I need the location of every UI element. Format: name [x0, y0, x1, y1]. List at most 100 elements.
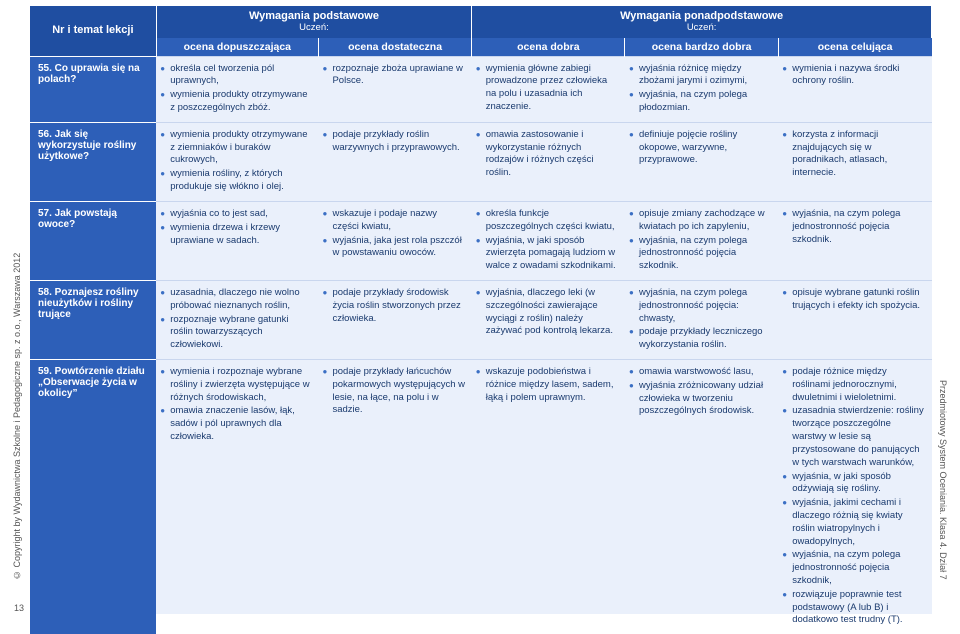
bullet-item: wymienia i nazywa środki ochrony roślin.: [782, 63, 925, 89]
bullet-item: wyjaśnia, w jaki sposób zwierzęta pomaga…: [476, 235, 619, 273]
bullet-list: korzysta z informacji znajdujących się w…: [782, 129, 925, 180]
bullet-list: wymienia i nazywa środki ochrony roślin.: [782, 63, 925, 89]
bullet-item: definiuje pojęcie rośliny okopowe, warzy…: [629, 129, 772, 167]
header-basic: Wymagania podstawoweUczeń:: [156, 6, 472, 38]
bullet-item: wyjaśnia zróżnicowany udział człowieka w…: [629, 380, 772, 418]
bullet-list: wyjaśnia co to jest sad,wymienia drzewa …: [160, 208, 312, 247]
content-cell: podaje przykłady łańcuchów pokarmowych w…: [318, 360, 471, 634]
bullet-item: wymienia główne zabiegi prowadzone przez…: [476, 63, 619, 114]
bullet-list: podaje różnice między roślinami jednoroc…: [782, 366, 925, 627]
table-row: 59. Powtórzenie działu „Obserwacje życia…: [30, 360, 932, 634]
page-number: 13: [14, 603, 24, 613]
bullet-list: wyjaśnia różnicę między zbożami jarymi i…: [629, 63, 772, 115]
topic-cell: 55. Co uprawia się na polach?: [30, 56, 156, 122]
bullet-list: wskazuje podobieństwa i różnice między l…: [476, 366, 619, 404]
content-cell: wskazuje podobieństwa i różnice między l…: [472, 360, 625, 634]
content-cell: omawia zastosowanie i wykorzystanie różn…: [472, 122, 625, 201]
header-c3: ocena dobra: [472, 38, 625, 57]
bullet-list: podaje przykłady środowisk życia roślin …: [322, 287, 465, 325]
bullet-list: podaje przykłady łańcuchów pokarmowych w…: [322, 366, 465, 417]
table-row: 57. Jak powstają owoce?wyjaśnia co to je…: [30, 201, 932, 280]
content-cell: rozpoznaje zboża uprawiane w Polsce.: [318, 56, 471, 122]
bullet-item: uzasadnia, dlaczego nie wolno próbować n…: [160, 287, 312, 313]
header-topic: Nr i temat lekcji: [30, 6, 156, 56]
content-cell: definiuje pojęcie rośliny okopowe, warzy…: [625, 122, 778, 201]
table-body: 55. Co uprawia się na polach?określa cel…: [30, 56, 932, 634]
requirements-table: Nr i temat lekcji Wymagania podstawoweUc…: [30, 6, 932, 634]
content-cell: opisuje zmiany zachodzące w kwiatach po …: [625, 201, 778, 280]
topic-cell: 56. Jak się wykorzystuje rośliny użytkow…: [30, 122, 156, 201]
header-c4: ocena bardzo dobra: [625, 38, 778, 57]
content-cell: wskazuje i podaje nazwy części kwiatu,wy…: [318, 201, 471, 280]
content-cell: wyjaśnia, dlaczego leki (w szczególności…: [472, 280, 625, 359]
bullet-list: określa funkcje poszczególnych części kw…: [476, 208, 619, 273]
footer-text: Przedmiotowy System Oceniania. Klasa 4. …: [938, 20, 948, 580]
bullet-list: uzasadnia, dlaczego nie wolno próbować n…: [160, 287, 312, 352]
bullet-item: korzysta z informacji znajdujących się w…: [782, 129, 925, 180]
bullet-list: rozpoznaje zboża uprawiane w Polsce.: [322, 63, 465, 89]
bullet-item: wymienia drzewa i krzewy uprawiane w sad…: [160, 222, 312, 248]
content-cell: określa cel tworzenia pól uprawnych,wymi…: [156, 56, 318, 122]
bullet-list: wyjaśnia, na czym polega jednostronność …: [629, 287, 772, 352]
content-cell: wymienia i rozpoznaje wybrane rośliny i …: [156, 360, 318, 634]
bullet-item: wymienia produkty otrzymywane z ziemniak…: [160, 129, 312, 167]
bullet-item: wyjaśnia różnicę między zbożami jarymi i…: [629, 63, 772, 89]
bullet-list: wyjaśnia, dlaczego leki (w szczególności…: [476, 287, 619, 338]
header-c5: ocena celująca: [778, 38, 931, 57]
content-cell: wyjaśnia, na czym polega jednostronność …: [625, 280, 778, 359]
bullet-item: wyjaśnia, na czym polega jednostronność …: [629, 235, 772, 273]
bullet-list: wyjaśnia, na czym polega jednostronność …: [782, 208, 925, 246]
main-table-container: Nr i temat lekcji Wymagania podstawoweUc…: [30, 6, 932, 614]
bullet-item: określa funkcje poszczególnych części kw…: [476, 208, 619, 234]
bullet-list: omawia warstwowość lasu,wyjaśnia zróżnic…: [629, 366, 772, 418]
bullet-item: wyjaśnia, na czym polega płodozmian.: [629, 89, 772, 115]
content-cell: podaje przykłady środowisk życia roślin …: [318, 280, 471, 359]
content-cell: omawia warstwowość lasu,wyjaśnia zróżnic…: [625, 360, 778, 634]
bullet-item: wyjaśnia, na czym polega jednostronność …: [782, 549, 925, 587]
bullet-list: wskazuje i podaje nazwy części kwiatu,wy…: [322, 208, 465, 260]
content-cell: opisuje wybrane gatunki roślin trujących…: [778, 280, 931, 359]
content-cell: wyjaśnia, na czym polega jednostronność …: [778, 201, 931, 280]
bullet-list: podaje przykłady roślin warzywnych i prz…: [322, 129, 465, 155]
bullet-item: wyjaśnia, na czym polega jednostronność …: [629, 287, 772, 325]
bullet-item: wskazuje podobieństwa i różnice między l…: [476, 366, 619, 404]
bullet-item: wyjaśnia, dlaczego leki (w szczególności…: [476, 287, 619, 338]
bullet-item: wymienia produkty otrzymywane z poszczeg…: [160, 89, 312, 115]
content-cell: podaje różnice między roślinami jednoroc…: [778, 360, 931, 634]
bullet-item: rozpoznaje wybrane gatunki roślin towarz…: [160, 314, 312, 352]
bullet-item: rozpoznaje zboża uprawiane w Polsce.: [322, 63, 465, 89]
bullet-item: podaje przykłady roślin warzywnych i prz…: [322, 129, 465, 155]
bullet-item: wyjaśnia co to jest sad,: [160, 208, 312, 221]
table-row: 55. Co uprawia się na polach?określa cel…: [30, 56, 932, 122]
bullet-list: wymienia i rozpoznaje wybrane rośliny i …: [160, 366, 312, 444]
bullet-list: definiuje pojęcie rośliny okopowe, warzy…: [629, 129, 772, 167]
content-cell: wymienia główne zabiegi prowadzone przez…: [472, 56, 625, 122]
content-cell: podaje przykłady roślin warzywnych i prz…: [318, 122, 471, 201]
bullet-item: podaje różnice między roślinami jednoroc…: [782, 366, 925, 404]
bullet-item: określa cel tworzenia pól uprawnych,: [160, 63, 312, 89]
bullet-item: omawia warstwowość lasu,: [629, 366, 772, 379]
header-c2: ocena dostateczna: [318, 38, 471, 57]
header-advanced: Wymagania ponadpodstawoweUczeń:: [472, 6, 932, 38]
bullet-list: określa cel tworzenia pól uprawnych,wymi…: [160, 63, 312, 115]
bullet-item: wymienia i rozpoznaje wybrane rośliny i …: [160, 366, 312, 404]
header-c1: ocena dopuszczająca: [156, 38, 318, 57]
bullet-list: wymienia produkty otrzymywane z ziemniak…: [160, 129, 312, 194]
copyright-text: © Copyright by Wydawnictwa Szkolne i Ped…: [12, 20, 22, 580]
content-cell: określa funkcje poszczególnych części kw…: [472, 201, 625, 280]
bullet-item: podaje przykłady środowisk życia roślin …: [322, 287, 465, 325]
bullet-list: wymienia główne zabiegi prowadzone przez…: [476, 63, 619, 114]
content-cell: wyjaśnia różnicę między zbożami jarymi i…: [625, 56, 778, 122]
content-cell: wymienia i nazywa środki ochrony roślin.: [778, 56, 931, 122]
content-cell: wymienia produkty otrzymywane z ziemniak…: [156, 122, 318, 201]
bullet-item: omawia zastosowanie i wykorzystanie różn…: [476, 129, 619, 180]
bullet-item: opisuje wybrane gatunki roślin trujących…: [782, 287, 925, 313]
content-cell: korzysta z informacji znajdujących się w…: [778, 122, 931, 201]
bullet-item: uzasadnia stwierdzenie: rośliny tworzące…: [782, 405, 925, 469]
bullet-list: opisuje zmiany zachodzące w kwiatach po …: [629, 208, 772, 273]
topic-cell: 59. Powtórzenie działu „Obserwacje życia…: [30, 360, 156, 634]
bullet-item: omawia znaczenie lasów, łąk, sadów i pól…: [160, 405, 312, 443]
bullet-item: rozwiązuje poprawnie test podstawowy (A …: [782, 589, 925, 627]
bullet-item: wyjaśnia, w jaki sposób odżywiają się ro…: [782, 471, 925, 497]
bullet-item: wymienia rośliny, z których produkuje si…: [160, 168, 312, 194]
